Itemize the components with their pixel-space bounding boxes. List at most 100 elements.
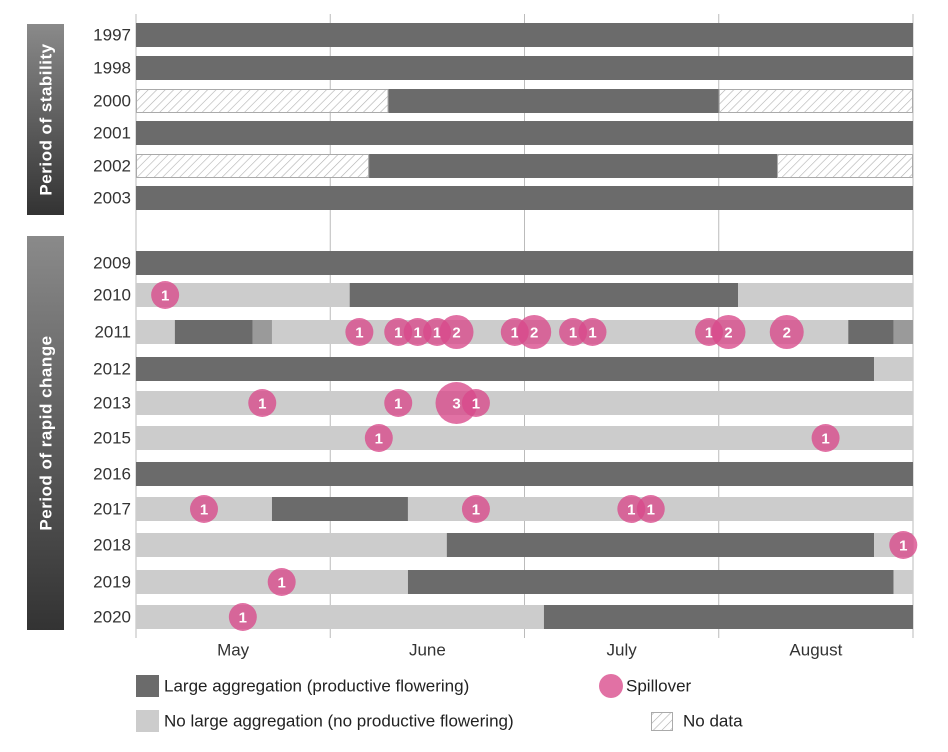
year-label: 1998: [93, 59, 131, 78]
spillover-count: 1: [355, 325, 363, 342]
spillover-count: 1: [433, 325, 441, 342]
year-label: 2013: [93, 394, 131, 413]
segment-large: [136, 251, 913, 275]
year-label: 2002: [93, 157, 131, 176]
spillover-marker: [711, 315, 746, 349]
spillover-marker: [228, 603, 257, 631]
segment-large: [136, 56, 913, 80]
year-label: 2003: [93, 189, 131, 208]
spillover-marker: [811, 424, 840, 452]
legend-label-none: No large aggregation (no productive flow…: [164, 712, 514, 731]
spillover-count: 1: [899, 538, 907, 555]
month-label: May: [217, 641, 250, 660]
segment-large: [136, 186, 913, 210]
legend-swatch-large: [136, 675, 159, 697]
spillover-marker: [636, 495, 665, 523]
spillover-count: 2: [724, 325, 732, 342]
segment-large: [388, 89, 719, 113]
spillover-marker: [769, 315, 804, 349]
year-label: 2018: [93, 536, 131, 555]
spillover-marker: [617, 495, 646, 523]
spillover-count: 1: [394, 396, 402, 413]
segment-large: [369, 154, 778, 178]
segment-large: [174, 320, 253, 344]
segment-large: [349, 283, 739, 307]
spillover-count: 1: [569, 325, 577, 342]
year-label: 2010: [93, 286, 131, 305]
legend-label-nodata: No data: [683, 712, 743, 731]
segment-nodata: [136, 89, 389, 113]
segment-large: [543, 605, 913, 629]
spillover-count: 1: [394, 325, 402, 342]
spillover-count: 1: [588, 325, 596, 342]
spillover-count: 1: [278, 575, 286, 592]
month-axis: May June July August: [217, 641, 843, 660]
year-label: 1997: [93, 26, 131, 45]
spillover-marker: [364, 424, 393, 452]
year-label: 2019: [93, 573, 131, 592]
year-label: 2017: [93, 500, 131, 519]
period-band: [27, 24, 64, 215]
legend-swatch-nodata: [651, 712, 673, 731]
spillover-count: 1: [472, 396, 480, 413]
spillover-count: 1: [511, 325, 519, 342]
spillover-marker: [517, 315, 552, 349]
segment-none: [136, 533, 447, 557]
segment-large: [407, 570, 894, 594]
period-bands: Period of stability Period of rapid chang…: [27, 24, 64, 630]
segment-mid: [893, 320, 913, 344]
spillover-marker: [461, 495, 490, 523]
segment-nodata: [718, 89, 913, 113]
spillover-count: 1: [258, 396, 266, 413]
spillover-count: 1: [200, 502, 208, 519]
spillover-marker: [151, 281, 180, 309]
spillover-marker: [439, 315, 474, 349]
segment-none: [874, 357, 913, 381]
legend-swatch-none: [136, 710, 159, 732]
period-band: [27, 236, 64, 630]
spillover-count: 1: [161, 288, 169, 305]
year-rows: 1997 1998 2000 2001 2002 2003 2009 2010 2011 2012…: [93, 23, 914, 629]
spillover-count: 1: [375, 431, 383, 448]
spillover-count: 1: [413, 325, 421, 342]
year-label: 2012: [93, 360, 131, 379]
segment-large: [136, 357, 875, 381]
spillover-count: 3: [452, 396, 460, 413]
spillover-count: 2: [530, 325, 538, 342]
segment-large: [446, 533, 875, 557]
segment-mid: [252, 320, 272, 344]
spillover-count: 1: [627, 502, 635, 519]
segment-large: [136, 23, 913, 47]
segment-none: [136, 605, 544, 629]
month-label: July: [607, 641, 638, 660]
month-label: August: [789, 641, 842, 660]
spillover-marker: [384, 318, 413, 346]
year-label: 2015: [93, 429, 131, 448]
year-label: 2016: [93, 465, 131, 484]
segment-nodata: [777, 154, 914, 178]
spillover-marker: [267, 568, 296, 596]
period-label: Period of rapid change: [37, 335, 56, 530]
legend: Large aggregation (productive flowering)…: [136, 674, 743, 732]
segment-nodata: [136, 154, 370, 178]
month-label: June: [409, 641, 446, 660]
spillover-count: 1: [705, 325, 713, 342]
year-label: 2011: [94, 323, 131, 342]
segment-large: [848, 320, 894, 344]
year-label: 2000: [93, 92, 131, 111]
spillover-marker: [559, 318, 588, 346]
spillover-marker: [461, 389, 490, 417]
spillover-marker: [189, 495, 218, 523]
spillover-marker: [248, 389, 277, 417]
legend-label-spillover: Spillover: [626, 677, 692, 696]
segment-large: [136, 121, 913, 145]
legend-swatch-spillover: [599, 674, 623, 698]
spillover-count: 1: [472, 502, 480, 519]
segment-none: [893, 570, 913, 594]
spillover-marker: [384, 389, 413, 417]
spillover-marker: [403, 318, 432, 346]
spillover-count: 1: [239, 610, 247, 627]
period-label: Period of stability: [37, 43, 56, 195]
